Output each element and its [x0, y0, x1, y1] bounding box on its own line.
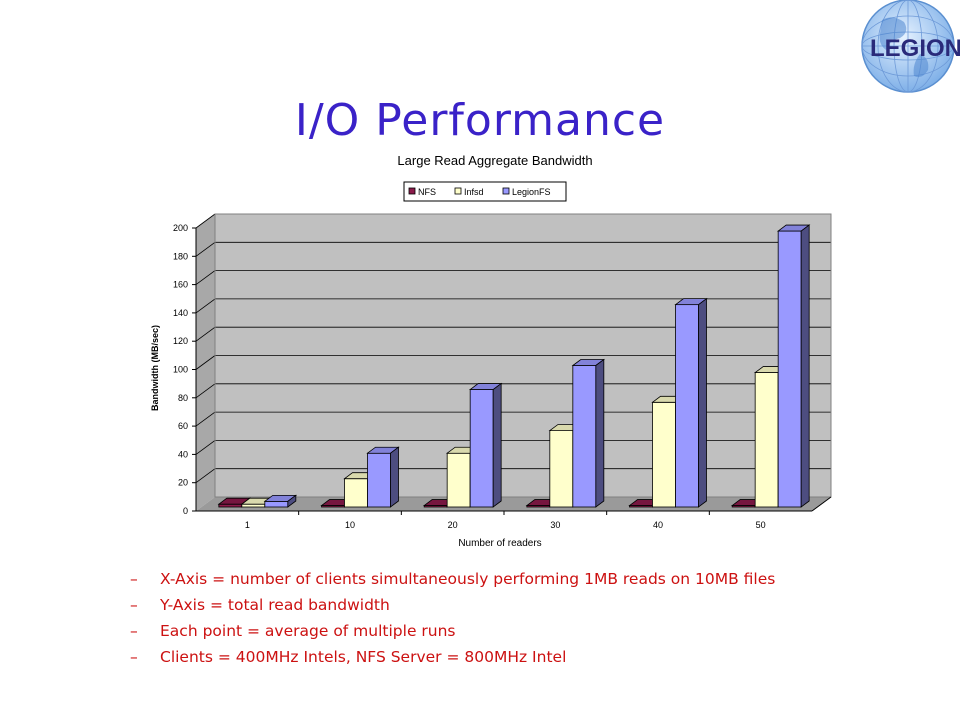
- y-tick-label: 100: [173, 365, 188, 375]
- gridline-side: [195, 213, 216, 229]
- x-axis-depth-line: [811, 496, 832, 512]
- bar-legionfs: [776, 224, 811, 508]
- bar-front: [469, 389, 494, 508]
- x-axis-label: Number of readers: [458, 538, 541, 549]
- bar-side: [390, 446, 399, 508]
- gridline-side: [195, 241, 216, 257]
- bullet-item: – Y-Axis = total read bandwidth: [130, 592, 775, 618]
- bar-legionfs: [674, 297, 708, 508]
- bar-legionfs: [571, 358, 606, 508]
- bar-front: [241, 503, 266, 508]
- plot-frame: [214, 213, 832, 498]
- bullet-item: – Each point = average of multiple runs: [130, 618, 775, 644]
- bullet-text: Each point = average of multiple runs: [160, 622, 456, 640]
- bar-side: [595, 358, 605, 508]
- y-tick-label: 0: [183, 506, 188, 516]
- chart-title: Large Read Aggregate Bandwidth: [397, 153, 592, 168]
- bar-legionfs: [366, 446, 400, 508]
- x-tick-label: 1: [245, 520, 250, 530]
- bullet-dash: –: [130, 648, 138, 666]
- bar-front: [777, 230, 802, 508]
- x-tick-label: 30: [550, 520, 560, 530]
- bar-side: [287, 494, 297, 508]
- bar-front: [675, 304, 699, 508]
- gridline-side: [195, 440, 216, 455]
- chart: Large Read Aggregate Bandwidth NFS Infsd L…: [150, 153, 832, 549]
- y-tick-label: 180: [173, 251, 188, 261]
- y-tick-label: 140: [173, 308, 188, 318]
- bar-side: [800, 224, 810, 508]
- x-tick-label: 50: [756, 520, 766, 530]
- y-tick-label: 60: [178, 421, 188, 431]
- bar-front: [754, 372, 779, 508]
- legion-logo: LEGION: [861, 0, 960, 93]
- gridline-side: [195, 326, 216, 342]
- y-tick-label: 120: [173, 336, 188, 346]
- legend-swatch-nfs: [408, 187, 416, 195]
- gridline-side: [195, 355, 216, 370]
- legend-label-infsd: Infsd: [464, 187, 484, 197]
- legend-swatch-legionfs: [502, 187, 510, 195]
- slide-title: I/O Performance: [294, 95, 666, 146]
- bar-front: [264, 500, 289, 508]
- bullet-dash: –: [130, 622, 138, 640]
- gridline-side: [195, 298, 216, 314]
- y-axis: 0 20 40 60 80 100 120 140 160 180 200: [173, 213, 832, 516]
- legend-label-legionfs: LegionFS: [512, 187, 551, 197]
- x-tick-label: 40: [653, 520, 663, 530]
- bar-front: [344, 478, 368, 508]
- bullet-list: – X-Axis = number of clients simultaneous…: [130, 566, 775, 670]
- y-axis-label: Bandwidth (MB/sec): [150, 325, 160, 411]
- y-tick-label: 20: [178, 478, 188, 488]
- gridline-side: [195, 468, 216, 484]
- logo-text: LEGION: [870, 35, 960, 62]
- bullet-text: Y-Axis = total read bandwidth: [160, 596, 390, 614]
- bar-front: [652, 401, 676, 508]
- gridline-side: [195, 270, 216, 285]
- gridline-side: [195, 411, 216, 427]
- x-tick-label: 20: [448, 520, 458, 530]
- bar-front: [572, 365, 597, 508]
- x-tick-label: 10: [345, 520, 355, 530]
- chart-legend: NFS Infsd LegionFS: [403, 181, 567, 202]
- bar-side: [698, 297, 707, 508]
- legend-swatch-infsd: [454, 187, 462, 195]
- y-tick-label: 80: [178, 393, 188, 403]
- bar-front: [367, 452, 391, 508]
- bar-front: [446, 452, 471, 508]
- bullet-item: – Clients = 400MHz Intels, NFS Server = 8…: [130, 644, 775, 670]
- bar-front: [218, 503, 243, 508]
- x-axis: 1 10 20 30 40 50: [196, 496, 832, 530]
- y-tick-label: 160: [173, 280, 188, 290]
- gridline-side: [195, 383, 216, 399]
- bullet-dash: –: [130, 570, 138, 588]
- bullet-text: Clients = 400MHz Intels, NFS Server = 80…: [160, 648, 567, 666]
- y-tick-label: 200: [173, 223, 188, 233]
- legend-label-nfs: NFS: [418, 187, 436, 197]
- bar-front: [549, 430, 574, 508]
- bullet-text: X-Axis = number of clients simultaneousl…: [160, 570, 776, 588]
- bar-side: [492, 382, 502, 508]
- bar-legionfs: [468, 382, 503, 508]
- bars: [217, 224, 811, 508]
- bar-legionfs: [263, 494, 298, 508]
- bullet-dash: –: [130, 596, 138, 614]
- bullet-item: – X-Axis = number of clients simultaneous…: [130, 566, 775, 592]
- y-tick-label: 40: [178, 449, 188, 459]
